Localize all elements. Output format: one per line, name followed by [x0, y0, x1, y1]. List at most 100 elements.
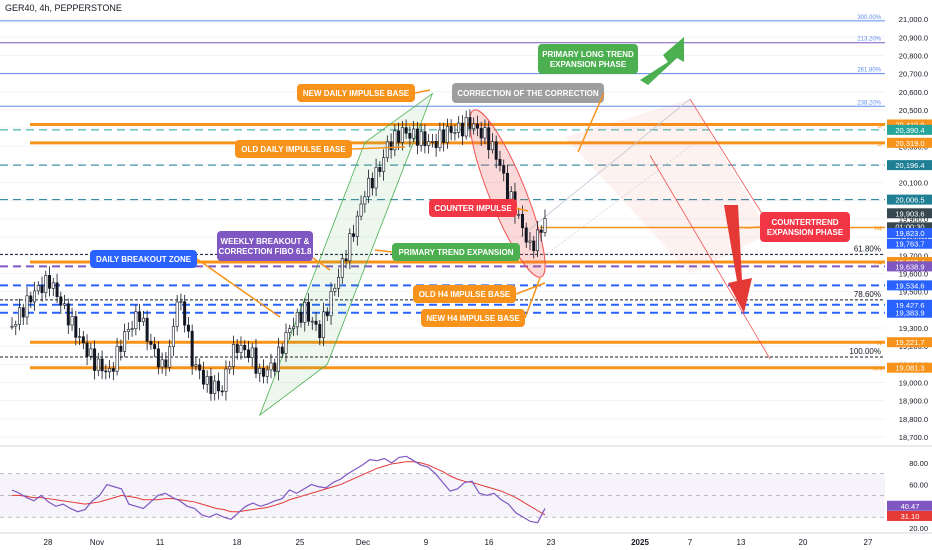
- candle-body: [149, 341, 153, 345]
- price-tag: [887, 280, 932, 291]
- candle-body: [123, 331, 127, 352]
- price-tick-label: 19,300.0: [899, 324, 928, 333]
- callout-line: [515, 282, 546, 295]
- price-tag-label: 20,196.4: [895, 161, 924, 170]
- candle-body: [29, 295, 33, 303]
- candle-body: [430, 141, 434, 143]
- candle-body: [524, 227, 528, 243]
- callout-line: [414, 89, 431, 94]
- countdown-label: 01:00:30: [895, 222, 924, 231]
- daily-breakout-label-box: [90, 250, 197, 268]
- candle-body: [288, 328, 292, 333]
- countertrend-arrow: [724, 205, 752, 313]
- candle-body: [370, 177, 374, 189]
- candle-body: [111, 368, 115, 372]
- candle-body: [156, 348, 160, 368]
- candle-body: [138, 311, 142, 322]
- candle-body: [310, 320, 314, 323]
- rsi-tick-label: 60.00: [909, 481, 928, 490]
- candle-body: [243, 344, 247, 351]
- candle-body: [70, 316, 74, 326]
- candle-body: [258, 368, 262, 374]
- candle-body: [532, 240, 536, 252]
- candle-body: [535, 229, 539, 252]
- candle-body: [280, 346, 284, 354]
- candle-body: [246, 349, 250, 358]
- candle-body: [325, 311, 329, 317]
- candle-body: [239, 344, 243, 353]
- correction-label-box: [452, 83, 604, 103]
- primary-long-label-text: EXPANSION PHASE: [550, 60, 627, 69]
- fib-label: 261.80%: [857, 68, 881, 74]
- candle-body: [400, 127, 404, 143]
- price-tag: [887, 160, 932, 171]
- price-tag: [887, 238, 932, 249]
- fib-label: 213.20%: [857, 37, 881, 43]
- price-tick-label: 19,000.0: [899, 378, 928, 387]
- price-tag: [887, 137, 932, 148]
- fib-label: 300.00%: [857, 15, 881, 21]
- candle-body: [171, 326, 175, 348]
- candle-body: [183, 301, 187, 326]
- candle-body: [359, 203, 363, 217]
- candle-body: [66, 303, 70, 326]
- price-tag: [887, 261, 932, 272]
- candle-body: [378, 167, 382, 172]
- signal-line: [12, 461, 546, 516]
- candle-body: [460, 122, 464, 137]
- candle-body: [502, 165, 506, 174]
- price-tick-label: 19,700.0: [899, 251, 928, 260]
- candle-body: [175, 301, 179, 327]
- candle-body: [453, 132, 457, 134]
- candle-body: [74, 316, 78, 338]
- candle-body: [201, 369, 205, 385]
- price-tag-label: 19,534.6: [895, 281, 924, 290]
- candle-body: [382, 157, 386, 172]
- candle-body: [318, 324, 322, 339]
- candle-body: [505, 172, 509, 200]
- candle-body: [468, 117, 472, 129]
- candle-body: [490, 141, 494, 151]
- weekly-label-text: WEEKLY BREAKOUT &: [221, 237, 310, 246]
- candle-body: [93, 348, 97, 371]
- candle-body: [303, 301, 307, 323]
- candle-body: [235, 344, 239, 353]
- callout-line: [524, 277, 541, 319]
- candle-body: [408, 133, 412, 139]
- primary-long-label-box: [538, 44, 638, 74]
- rsi-tick-label: 20.00: [909, 524, 928, 533]
- price-tick-label: 20,600.0: [899, 88, 928, 97]
- level-tag: D: [878, 142, 883, 148]
- candle-body: [10, 325, 14, 328]
- price-tag: [887, 227, 932, 238]
- price-tag: [887, 194, 932, 205]
- signal-value-tag: [887, 510, 932, 521]
- candle-body: [322, 311, 326, 339]
- candle-body: [397, 130, 401, 143]
- price-tick-label: 18,900.0: [899, 397, 928, 406]
- candle-body: [337, 277, 341, 289]
- price-tag-label: 19,383.9: [895, 309, 924, 318]
- candle-body: [216, 380, 220, 392]
- candle-body: [292, 326, 296, 329]
- candle-body: [104, 370, 108, 373]
- price-tag-label: 19,903.6: [895, 209, 924, 218]
- candle-body: [415, 128, 419, 146]
- candle-body: [36, 285, 40, 292]
- candle-body: [265, 369, 269, 377]
- candle-body: [434, 141, 438, 148]
- candle-body: [100, 358, 104, 372]
- candle-body: [539, 229, 543, 233]
- price-tag-label: 19,763.7: [895, 240, 924, 249]
- new-h4-label-box: [421, 309, 525, 327]
- candle-body: [438, 129, 442, 148]
- candle-body: [427, 141, 431, 146]
- candle-body: [194, 364, 198, 367]
- old-h4-label-text: OLD H4 IMPULSE BASE: [419, 290, 511, 299]
- candle-body: [314, 320, 318, 325]
- candle-body: [543, 218, 547, 233]
- candle-body: [261, 368, 265, 377]
- candle-body: [464, 117, 468, 137]
- price-tag: [887, 337, 932, 348]
